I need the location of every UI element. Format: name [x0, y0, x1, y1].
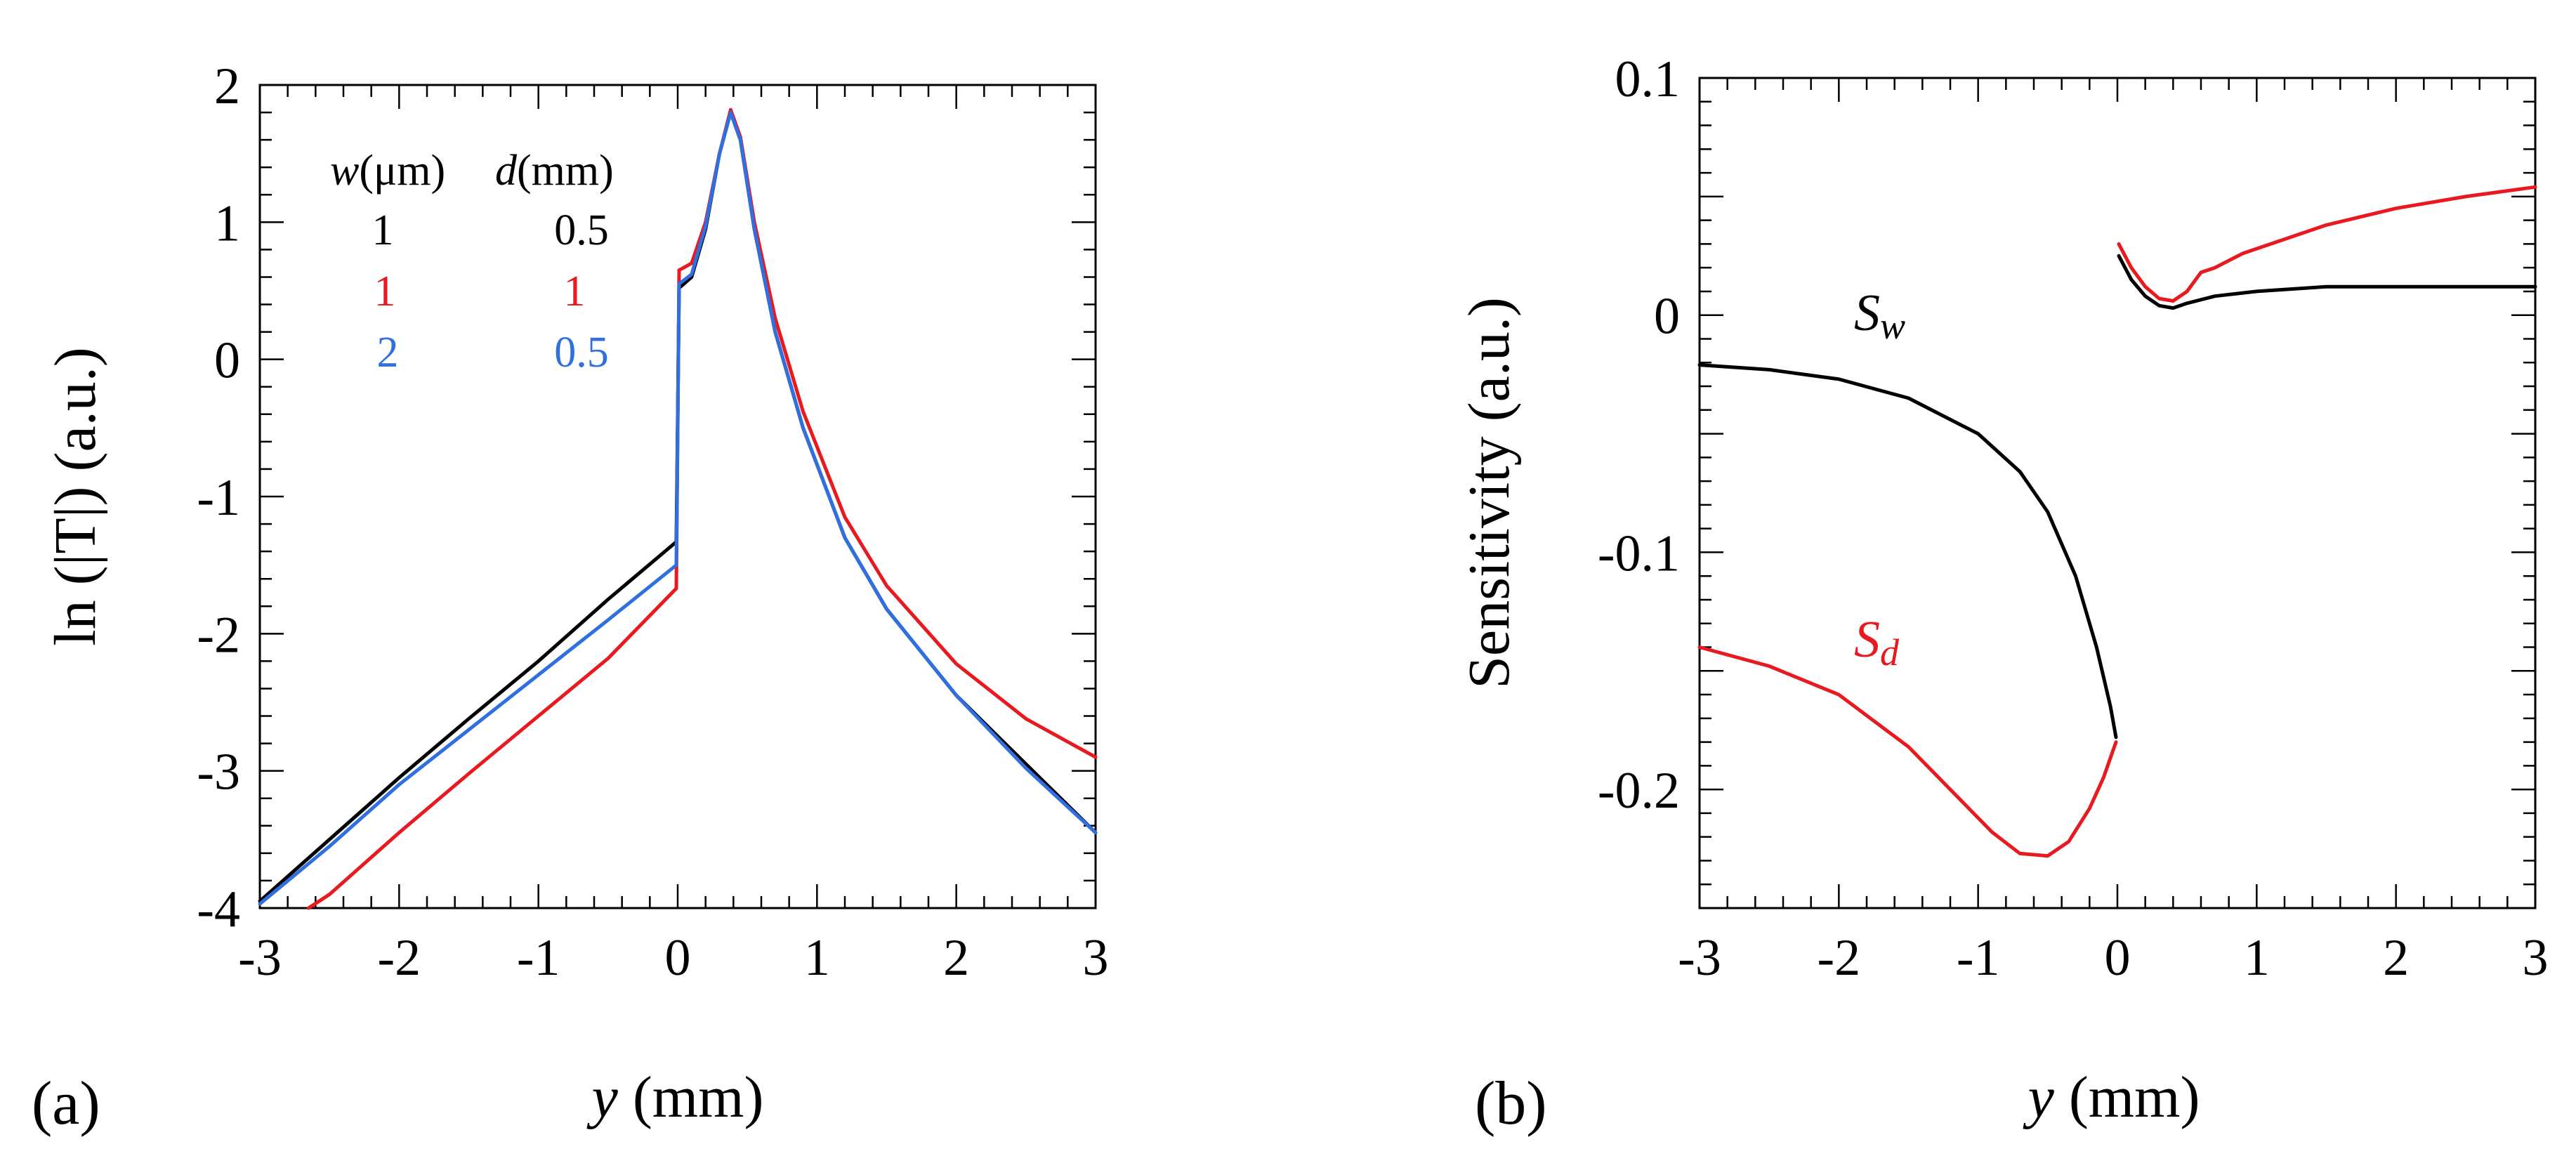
tick-marks-a — [258, 84, 1097, 909]
y-tick-labels-b: -0.2 -0.1 0 0.1 — [1598, 51, 1680, 820]
x-tick-label: -3 — [1678, 929, 1721, 987]
y-tick-label: -2 — [197, 606, 240, 664]
legend-row3-d: 0.5 — [554, 329, 609, 376]
legend-row3-w: 2 — [377, 329, 399, 376]
plot-frame-b — [1698, 77, 2537, 909]
y-tick-label: 0 — [1654, 288, 1680, 346]
y-axis-title-a: ln (|T|) (a.u.) — [43, 347, 108, 645]
x-tick-label: -2 — [378, 929, 421, 987]
series-line-s-w — [2117, 254, 2537, 310]
x-tick-label: 1 — [804, 929, 830, 987]
series-lines-a — [258, 107, 1098, 910]
legend-row2-w: 1 — [374, 268, 396, 315]
series-line-w-1-d-1 — [306, 107, 1098, 910]
x-tick-label: 0 — [665, 929, 691, 987]
y-tick-label: 0 — [214, 332, 240, 390]
legend-row1-w: 1 — [372, 206, 394, 254]
x-tick-labels-b: -3 -2 -1 0 1 2 3 — [1678, 929, 2548, 987]
series-line-s-d — [2117, 185, 2537, 303]
y-tick-label: -3 — [197, 744, 240, 801]
x-tick-label: 2 — [2383, 929, 2409, 987]
series-line-s-d — [1697, 645, 2118, 858]
x-tick-label: 1 — [2244, 929, 2270, 987]
series-label-sw: Sw — [1854, 284, 1905, 347]
legend-row2-d: 1 — [564, 268, 586, 315]
y-tick-labels-a: -4 -3 -2 -1 0 1 2 — [197, 58, 240, 938]
legend-row1-d: 0.5 — [554, 206, 609, 254]
x-tick-labels-a: -3 -2 -1 0 1 2 3 — [238, 929, 1108, 987]
y-tick-label: -0.2 — [1598, 762, 1680, 820]
x-axis-title-b: y (mm) — [2023, 1065, 2200, 1130]
y-tick-label: 1 — [214, 195, 240, 252]
series-label-sd: Sd — [1854, 611, 1900, 674]
y-axis-title-b: Sensitivity (a.u.) — [1457, 297, 1522, 689]
series-line-s-w — [1697, 363, 2118, 740]
series-lines-b — [1697, 185, 2537, 858]
panel-b: -3 -2 -1 0 1 2 3 -0.2 -0.1 0 0.1 Sw Sd Sensitivit… — [1457, 51, 2549, 1138]
x-tick-label: 0 — [2105, 929, 2131, 987]
legend-header-d: d(mm) — [495, 147, 614, 195]
panel-label-b: (b) — [1475, 1070, 1547, 1138]
tick-marks-b — [1698, 77, 2537, 909]
y-tick-label: -0.1 — [1598, 525, 1680, 582]
x-tick-label: -3 — [238, 929, 282, 987]
legend-header-w: w(μm) — [330, 147, 445, 195]
y-tick-label: -1 — [197, 469, 240, 527]
y-tick-label: 0.1 — [1615, 51, 1681, 108]
x-tick-label: 3 — [2523, 929, 2549, 987]
x-tick-label: 3 — [1083, 929, 1109, 987]
x-axis-title-a: y (mm) — [586, 1065, 764, 1130]
x-tick-label: -2 — [1818, 929, 1861, 987]
x-tick-label: -1 — [1957, 929, 2000, 987]
x-tick-label: -1 — [517, 929, 560, 987]
y-tick-label: 2 — [214, 58, 240, 115]
series-line-w-2-d-0-5 — [258, 110, 1098, 906]
x-tick-label: 2 — [943, 929, 969, 987]
panel-label-a: (a) — [32, 1070, 100, 1138]
y-tick-label: -4 — [197, 881, 240, 938]
legend-a: w(μm) d(mm) 1 0.5 1 1 2 0.5 — [330, 147, 614, 376]
